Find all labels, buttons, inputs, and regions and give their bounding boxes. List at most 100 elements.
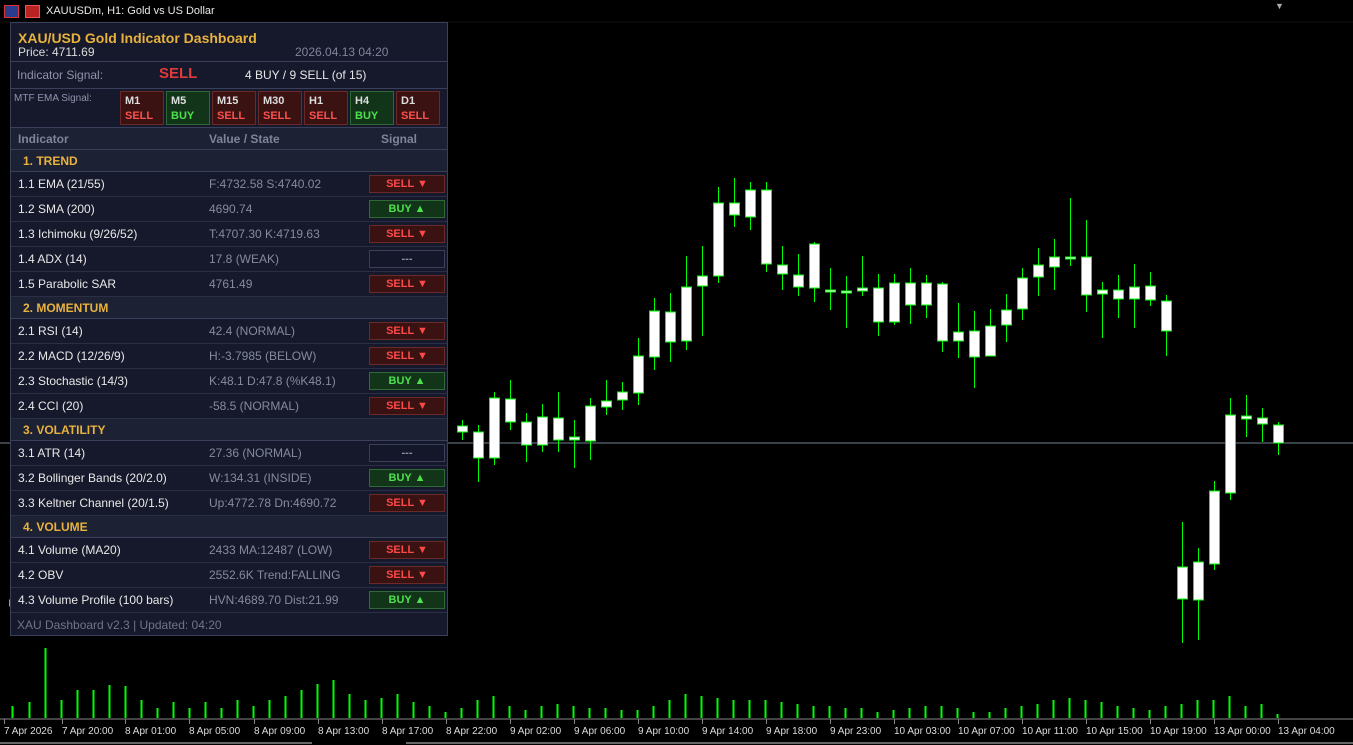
indicator-name: 1.1 EMA (21/55) [18, 177, 105, 191]
chart-window-title: XAUUSDm, H1: Gold vs US Dollar [0, 0, 1353, 22]
mtf-timeframe: M15 [217, 95, 239, 107]
section-header: 2. MOMENTUM [11, 297, 447, 319]
mtf-cell-h1: H1 SELL [304, 91, 348, 125]
time-axis-label: 8 Apr 01:00 [125, 726, 177, 737]
time-axis-label: 10 Apr 11:00 [1022, 726, 1078, 737]
overall-signal: SELL [159, 65, 198, 82]
indicator-name: 3.3 Keltner Channel (20/1.5) [18, 496, 169, 510]
mtf-ema-signals: MTF EMA Signal: M1 SELL M5 BUY M15 SELL M30 SEL… [11, 89, 447, 128]
mtf-timeframe: M5 [171, 95, 187, 107]
candle-body [1097, 289, 1108, 295]
time-axis-label: 9 Apr 02:00 [510, 726, 562, 737]
mtf-signal: SELL [309, 110, 338, 122]
candle-body [1225, 414, 1236, 494]
indicator-row: 2.4 CCI (20) -58.5 (NORMAL) SELL ▼ [11, 394, 447, 419]
dashboard-timestamp: 2026.04.13 04:20 [295, 45, 389, 59]
mtf-signal: SELL [217, 110, 246, 122]
candle-body [681, 286, 692, 342]
dashboard-title: XAU/USD Gold Indicator Dashboard [18, 30, 257, 46]
candle-body [713, 202, 724, 277]
mtf-timeframe: M30 [263, 95, 285, 107]
candle-body [1241, 415, 1252, 420]
indicator-sections: 1. TREND 1.1 EMA (21/55) F:4732.58 S:4740.… [11, 150, 447, 613]
indicator-row: 1.5 Parabolic SAR 4761.49 SELL ▼ [11, 272, 447, 297]
signal-badge: BUY ▲ [369, 200, 445, 218]
indicator-row: 3.2 Bollinger Bands (20/2.0) W:134.31 (IN… [11, 466, 447, 491]
col-indicator: Indicator [18, 132, 69, 146]
time-axis-label: 9 Apr 14:00 [702, 726, 754, 737]
indicator-row: 1.1 EMA (21/55) F:4732.58 S:4740.02 SELL ▼ [11, 172, 447, 197]
signal-badge: SELL ▼ [369, 322, 445, 340]
candle-body [1273, 424, 1284, 444]
candle-body [1145, 285, 1156, 301]
indicator-row: 2.2 MACD (12/26/9) H:-3.7985 (BELOW) SELL … [11, 344, 447, 369]
candle-body [1113, 289, 1124, 300]
time-axis-label: 9 Apr 18:00 [766, 726, 818, 737]
indicator-value: 2552.6K Trend:FALLING [209, 568, 341, 582]
col-signal: Signal [381, 132, 418, 146]
signal-badge: BUY ▲ [369, 469, 445, 487]
time-axis-label: 9 Apr 10:00 [638, 726, 690, 737]
time-axis-label: 9 Apr 06:00 [574, 726, 626, 737]
indicator-name: 3.2 Bollinger Bands (20/2.0) [18, 471, 167, 485]
candle-body [1081, 256, 1092, 296]
candle-body [793, 274, 804, 288]
candle-body [665, 311, 676, 343]
candle-body [777, 264, 788, 275]
candle-body [921, 282, 932, 306]
window-title: XAUUSDm, H1: Gold vs US Dollar [46, 5, 215, 17]
candle-body [953, 331, 964, 342]
section-title: 2. MOMENTUM [23, 301, 109, 315]
chart-window-icon[interactable] [4, 4, 19, 18]
mtf-timeframe: H4 [355, 95, 370, 107]
signal-badge: SELL ▼ [369, 347, 445, 365]
mtf-signal: BUY [171, 110, 195, 122]
indicator-name: 4.1 Volume (MA20) [18, 543, 121, 557]
mtf-signal: SELL [263, 110, 292, 122]
mtf-cell-h4: H4 BUY [350, 91, 394, 125]
time-axis-label: 10 Apr 03:00 [894, 726, 951, 737]
candle-body [905, 282, 916, 306]
chart-shift-marker-icon[interactable]: ▼ [1275, 1, 1284, 11]
indicator-value: H:-3.7985 (BELOW) [209, 349, 317, 363]
dashboard-header: XAU/USD Gold Indicator Dashboard Price: … [11, 23, 447, 62]
time-axis-label: 13 Apr 04:00 [1278, 726, 1335, 737]
indicator-row: 4.2 OBV 2552.6K Trend:FALLING SELL ▼ [11, 563, 447, 588]
section-header: 3. VOLATILITY [11, 419, 447, 441]
time-axis-label: 8 Apr 13:00 [318, 726, 370, 737]
indicator-name: 2.4 CCI (20) [18, 399, 84, 413]
indicator-value: 4690.74 [209, 202, 253, 216]
signal-label: Indicator Signal: [17, 68, 104, 82]
indicator-value: 4761.49 [209, 277, 253, 291]
indicator-row: 2.1 RSI (14) 42.4 (NORMAL) SELL ▼ [11, 319, 447, 344]
candle-body [761, 189, 772, 265]
col-value: Value / State [209, 132, 280, 146]
candle-body [1161, 300, 1172, 332]
candle-body [1049, 256, 1060, 268]
signal-badge: SELL ▼ [369, 275, 445, 293]
indicator-row: 4.3 Volume Profile (100 bars) HVN:4689.70… [11, 588, 447, 613]
candle-body [1065, 256, 1076, 260]
candle-body [1033, 264, 1044, 278]
mtf-cell-m1: M1 SELL [120, 91, 164, 125]
indicator-value: -58.5 (NORMAL) [209, 399, 300, 413]
mtf-cell-m30: M30 SELL [258, 91, 302, 125]
candle-body [457, 425, 468, 433]
time-axis-label: 8 Apr 09:00 [254, 726, 306, 737]
indicator-row: 4.1 Volume (MA20) 2433 MA:12487 (LOW) SELL… [11, 538, 447, 563]
section-title: 3. VOLATILITY [23, 423, 106, 437]
signal-badge: SELL ▼ [369, 225, 445, 243]
indicator-row: 1.4 ADX (14) 17.8 (WEAK) --- [11, 247, 447, 272]
time-axis-label: 9 Apr 23:00 [830, 726, 882, 737]
mtf-cell-m5: M5 BUY [166, 91, 210, 125]
indicator-name: 2.1 RSI (14) [18, 324, 83, 338]
candle-body [553, 417, 564, 441]
indicator-row: 2.3 Stochastic (14/3) K:48.1 D:47.8 (%K48… [11, 369, 447, 394]
indicator-row: 1.2 SMA (200) 4690.74 BUY ▲ [11, 197, 447, 222]
candle-body [601, 400, 612, 408]
indicator-name: 4.3 Volume Profile (100 bars) [18, 593, 174, 607]
indicator-value: 17.8 (WEAK) [209, 252, 280, 266]
signal-badge: --- [369, 250, 445, 268]
dashboard-footer: XAU Dashboard v2.3 | Updated: 04:20 [11, 613, 447, 635]
